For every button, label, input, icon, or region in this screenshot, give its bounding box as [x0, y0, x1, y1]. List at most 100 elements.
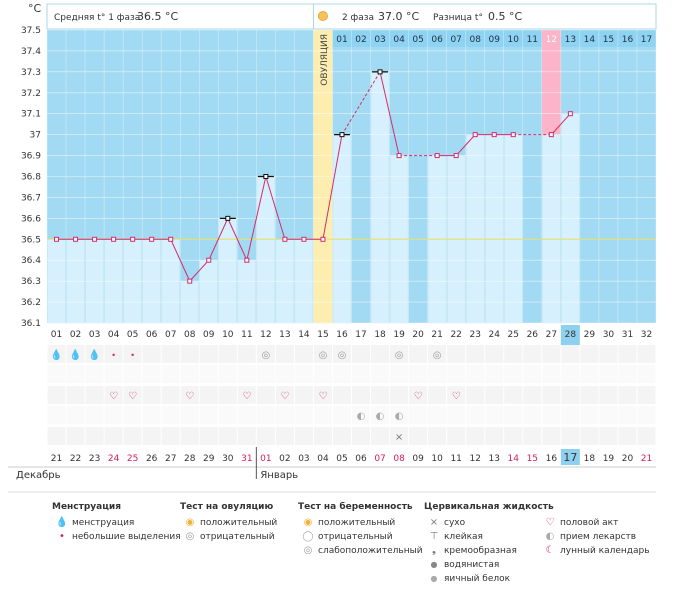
- symptom-cell: [504, 386, 523, 404]
- symptom-cell: [542, 406, 561, 424]
- temperature-line: [246, 176, 267, 261]
- legend-item: • небольшие выделения: [52, 530, 181, 544]
- legend-label: отрицательный: [318, 532, 393, 542]
- symptom-cell: [390, 345, 409, 363]
- symptom-cell: [447, 345, 466, 363]
- cycle-day-label: 17: [355, 330, 366, 340]
- legend-label: водянистая: [444, 560, 500, 570]
- heart-icon: ♡: [318, 391, 327, 402]
- temperature-point: [472, 132, 478, 138]
- symptom-cell: [180, 427, 199, 445]
- legend-other: ♡ половой акт ◐ прием лекарств ☾ лунный кал…: [540, 516, 650, 558]
- cycle-day-label: 23: [469, 330, 480, 340]
- calendar-date-label: 04: [317, 454, 329, 464]
- symptom-cell: [485, 386, 504, 404]
- calendar-date-label: 07: [374, 454, 385, 464]
- top-day-label: 01: [336, 35, 347, 45]
- pill-icon: ◐: [545, 531, 555, 542]
- symptom-cell: [485, 406, 504, 424]
- symptom-cell: [466, 386, 485, 404]
- calendar-date-label: 23: [89, 454, 100, 464]
- symptom-cell: [371, 427, 390, 445]
- symptom-cell: [466, 427, 485, 445]
- symptom-cell: [637, 386, 656, 404]
- symptom-cell: [294, 427, 313, 445]
- symptom-cell: [466, 365, 485, 383]
- symptom-cell: [332, 427, 351, 445]
- cycle-day-label: 06: [146, 330, 158, 340]
- legend-item: ☾ лунный календарь: [540, 544, 650, 558]
- cycle-day-label: 22: [450, 330, 461, 340]
- cycle-day-label: 04: [108, 330, 120, 340]
- temperature-point: [510, 132, 516, 138]
- symptom-cell: [485, 365, 504, 383]
- month-label-dec: Декабрь: [16, 470, 61, 481]
- legend-item: ◉ положительный: [180, 516, 278, 530]
- today-date-cell: [560, 449, 580, 465]
- cycle-day-label: 20: [412, 330, 424, 340]
- temperature-bar: [332, 134, 352, 324]
- ovulation-test-negative-icon: ◎: [433, 350, 442, 361]
- symptom-cell: [542, 427, 561, 445]
- legend-title: Менструация: [52, 502, 121, 512]
- watery-icon: ●: [430, 560, 438, 569]
- top-day-label: 14: [584, 35, 596, 45]
- cycle-day-label: 05: [127, 330, 138, 340]
- top-day-label: 03: [374, 35, 385, 45]
- symptom-cell: [618, 345, 637, 363]
- symptom-cell: [256, 365, 275, 383]
- legend-item: ◯ отрицательный: [298, 530, 423, 544]
- symptom-cell: [561, 365, 580, 383]
- symptom-cell: [47, 386, 66, 404]
- cycle-day-label: 15: [317, 330, 328, 340]
- symptom-cell: [447, 386, 466, 404]
- legend-item: ● водянистая: [424, 558, 554, 572]
- symptom-cell: [332, 386, 351, 404]
- symptom-cell: [199, 427, 218, 445]
- symptom-cell: [409, 365, 428, 383]
- symptom-cell: [428, 427, 447, 445]
- symptom-cell: [409, 386, 428, 404]
- calendar-date-label: 19: [603, 454, 615, 464]
- top-day-label: 12: [546, 35, 557, 45]
- symptom-cell: [85, 386, 104, 404]
- symptom-cell: [161, 427, 180, 445]
- calendar-date-label: 02: [279, 454, 290, 464]
- symptom-cell: [409, 427, 428, 445]
- calendar-date-label: 06: [355, 454, 367, 464]
- calendar-date-label: 13: [489, 454, 500, 464]
- symptom-cell: [47, 427, 66, 445]
- menstruation-drop-icon: 💧: [50, 348, 62, 361]
- temperature-point: [92, 236, 98, 242]
- symptom-cell: [523, 365, 542, 383]
- temperature-point: [225, 215, 231, 221]
- heart-icon: ♡: [452, 391, 461, 402]
- symptom-cell: [618, 386, 637, 404]
- calendar-date-label: 21: [641, 454, 652, 464]
- calendar-date-label: 08: [393, 454, 405, 464]
- symptom-cell: [161, 365, 180, 383]
- calendar-date-label: 31: [241, 454, 252, 464]
- temperature-point: [187, 278, 193, 284]
- symptom-cell: [390, 365, 409, 383]
- top-day-label: 06: [431, 35, 443, 45]
- legend-label: клейкая: [444, 532, 483, 542]
- symptom-cell: [104, 406, 123, 424]
- symptom-cell: [466, 345, 485, 363]
- small-drop-icon: •: [59, 531, 65, 542]
- temperature-point: [567, 111, 573, 117]
- calendar-date-label: 22: [70, 454, 81, 464]
- legend-item: 💧 менструация: [52, 516, 181, 530]
- symptom-cell: [237, 386, 256, 404]
- legend-label: сухо: [444, 518, 466, 528]
- symptom-cell: [352, 406, 371, 424]
- y-tick-label: 36.9: [21, 152, 41, 162]
- top-day-label: 08: [469, 35, 481, 45]
- header-box: [46, 3, 657, 30]
- y-tick-label: 36.1: [21, 319, 41, 329]
- symptom-cell: [66, 365, 85, 383]
- calendar-date-label: 05: [336, 454, 347, 464]
- top-day-label: 05: [412, 35, 423, 45]
- calendar-date-label: 12: [469, 454, 480, 464]
- calendar-date-label: 14: [508, 454, 520, 464]
